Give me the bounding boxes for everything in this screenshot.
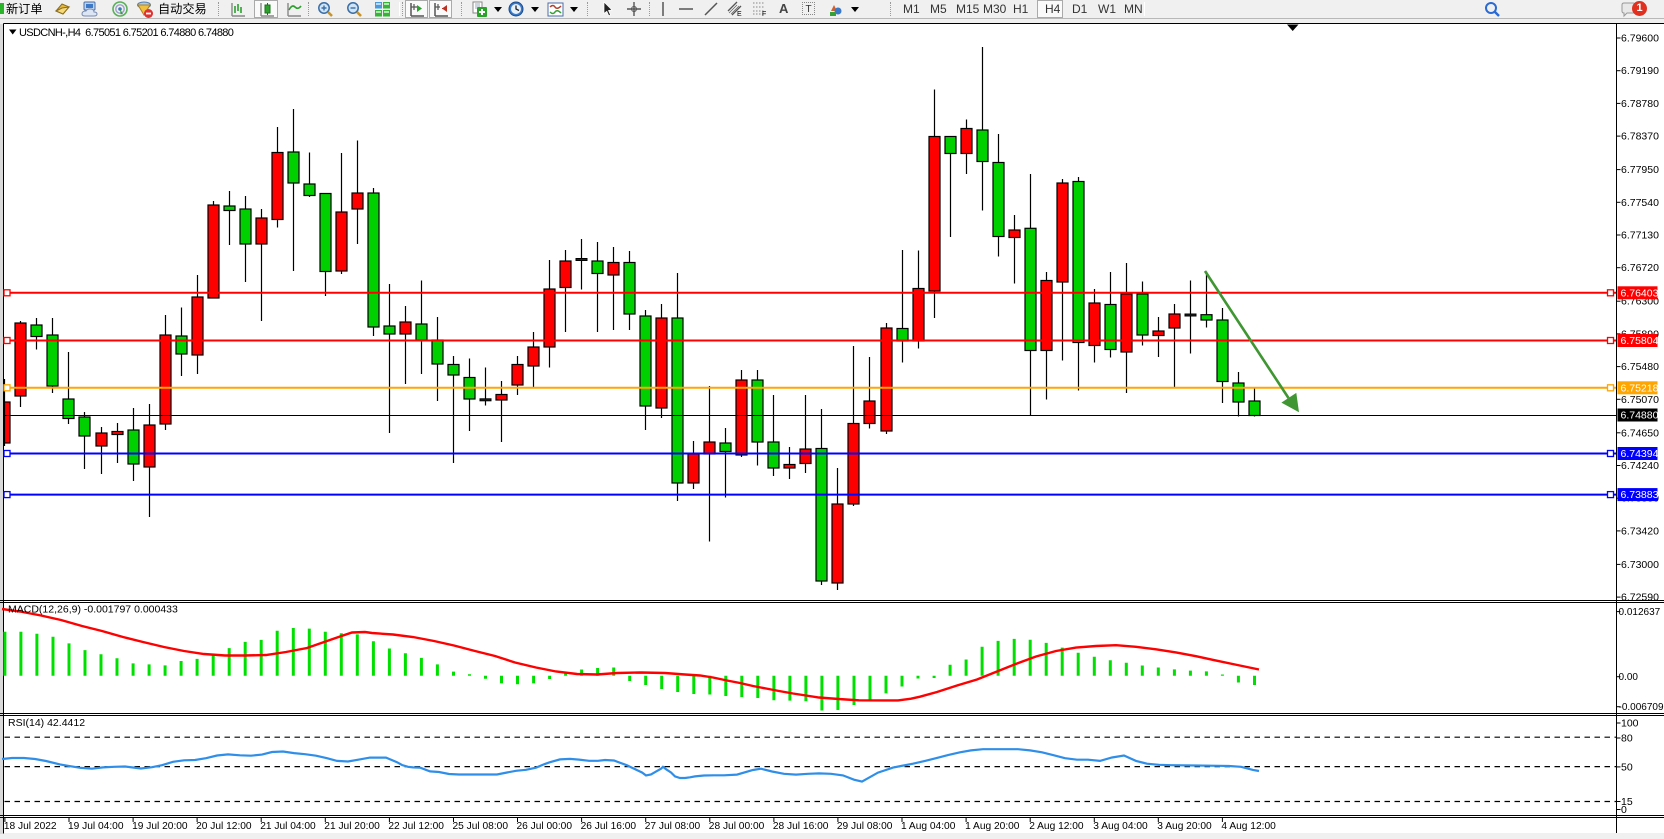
svg-text:100: 100 [1621,718,1639,730]
svg-text:E: E [737,11,742,18]
svg-text:50: 50 [1621,761,1633,773]
svg-text:19 Jul 04:00: 19 Jul 04:00 [68,821,124,832]
svg-text:6.75480: 6.75480 [1621,361,1659,373]
svg-text:6.73000: 6.73000 [1621,559,1659,571]
svg-text:-0.006709: -0.006709 [1619,702,1664,713]
svg-text:6.73420: 6.73420 [1621,525,1659,537]
svg-text:28 Jul 00:00: 28 Jul 00:00 [709,821,765,832]
svg-text:USDCNH-,H4 6.75051 6.75201 6.: USDCNH-,H4 6.75051 6.75201 6.74880 6.748… [19,27,234,39]
svg-text:1 Aug 04:00: 1 Aug 04:00 [901,821,956,832]
svg-text:22 Jul 12:00: 22 Jul 12:00 [388,821,444,832]
svg-text:6.72590: 6.72590 [1621,592,1659,604]
svg-text:4 Aug 12:00: 4 Aug 12:00 [1221,821,1276,832]
svg-text:6.75218: 6.75218 [1621,382,1659,394]
svg-text:20 Jul 12:00: 20 Jul 12:00 [196,821,252,832]
svg-text:6.79190: 6.79190 [1621,65,1659,77]
svg-text:15: 15 [1621,796,1633,808]
svg-text:21 Jul 04:00: 21 Jul 04:00 [260,821,316,832]
svg-text:21 Jul 20:00: 21 Jul 20:00 [324,821,380,832]
svg-text:6.75070: 6.75070 [1621,394,1659,406]
svg-text:6.77540: 6.77540 [1621,197,1659,209]
svg-text:2 Aug 12:00: 2 Aug 12:00 [1029,821,1084,832]
svg-text:1 Aug 20:00: 1 Aug 20:00 [965,821,1020,832]
svg-text:6.74650: 6.74650 [1621,427,1659,439]
svg-text:0.00: 0.00 [1619,672,1639,683]
svg-text:29 Jul 08:00: 29 Jul 08:00 [837,821,893,832]
svg-text:18 Jul 2022: 18 Jul 2022 [4,821,57,832]
svg-text:MACD(12,26,9) -0.001797 0.0004: MACD(12,26,9) -0.001797 0.000433 [8,604,178,616]
svg-text:6.78370: 6.78370 [1621,131,1659,143]
svg-text:26 Jul 16:00: 26 Jul 16:00 [581,821,637,832]
svg-text:6.76403: 6.76403 [1621,287,1659,299]
svg-text:6.77950: 6.77950 [1621,164,1659,176]
svg-text:6.77130: 6.77130 [1621,230,1659,242]
svg-text:0: 0 [1621,804,1627,816]
svg-text:6.79600: 6.79600 [1621,33,1659,45]
svg-text:F: F [762,11,766,18]
svg-text:6.76720: 6.76720 [1621,262,1659,274]
svg-text:3 Aug 04:00: 3 Aug 04:00 [1093,821,1148,832]
svg-text:6.73883: 6.73883 [1621,489,1659,501]
svg-text:6.74880: 6.74880 [1621,410,1659,422]
svg-text:RSI(14) 42.4412: RSI(14) 42.4412 [8,717,85,729]
svg-text:6.75804: 6.75804 [1621,335,1659,347]
svg-text:26 Jul 00:00: 26 Jul 00:00 [517,821,573,832]
svg-text:19 Jul 20:00: 19 Jul 20:00 [132,821,188,832]
svg-text:6.74240: 6.74240 [1621,460,1659,472]
svg-text:3 Aug 20:00: 3 Aug 20:00 [1157,821,1212,832]
svg-text:28 Jul 16:00: 28 Jul 16:00 [773,821,829,832]
svg-text:6.78780: 6.78780 [1621,98,1659,110]
svg-text:27 Jul 08:00: 27 Jul 08:00 [645,821,701,832]
svg-text:80: 80 [1621,733,1633,745]
svg-text:0.012637: 0.012637 [1619,607,1661,618]
svg-text:25 Jul 08:00: 25 Jul 08:00 [453,821,509,832]
svg-text:6.74394: 6.74394 [1621,448,1659,460]
